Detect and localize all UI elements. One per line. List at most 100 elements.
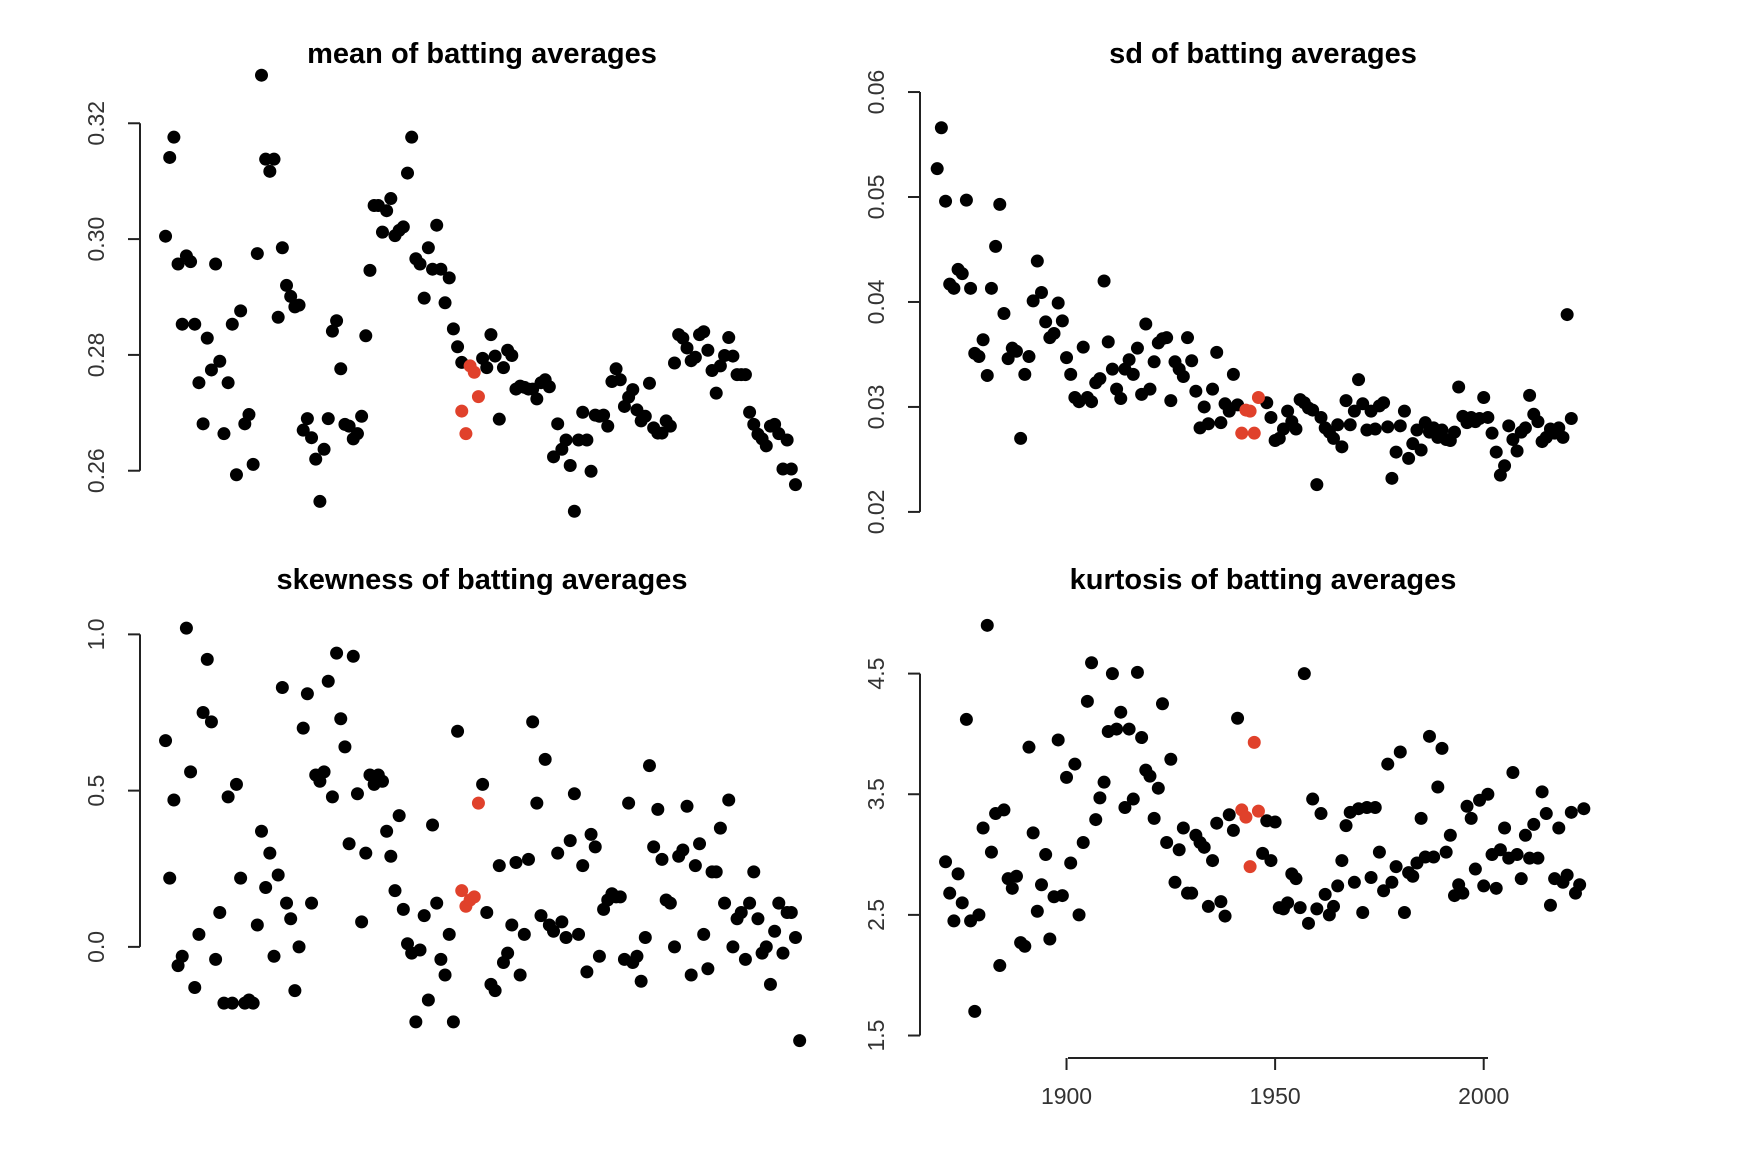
data-point [1093, 791, 1107, 805]
data-point [1043, 932, 1057, 946]
data-point [1214, 895, 1228, 909]
data-point [492, 412, 506, 426]
data-point [1068, 757, 1082, 771]
data-point [784, 462, 798, 476]
y-tick-label: 1.5 [863, 1020, 889, 1052]
data-point [513, 968, 527, 982]
data-point [601, 419, 615, 433]
data-point [1389, 860, 1403, 874]
data-point [338, 740, 352, 754]
data-point [743, 405, 757, 419]
data-point [1026, 826, 1040, 840]
data-point [584, 827, 598, 841]
data-point [559, 931, 573, 944]
data-point [496, 361, 510, 375]
data-point [1335, 854, 1349, 868]
data-point [709, 865, 723, 879]
data-point [317, 442, 331, 456]
data-point [1377, 884, 1391, 898]
panel-mean: mean of batting averages 0.26 0.28 0.30 0.3… [83, 38, 802, 518]
data-point [559, 433, 573, 447]
data-point [726, 349, 740, 363]
chart-title: sd of batting averages [1109, 38, 1417, 70]
data-point [526, 715, 540, 729]
data-point [375, 225, 389, 239]
data-point [1289, 422, 1303, 436]
y-tick-label: 0.02 [863, 490, 889, 535]
data-point [1506, 766, 1520, 780]
data-point [1439, 845, 1453, 859]
data-point [1406, 869, 1420, 883]
data-point [1264, 854, 1278, 868]
data-point [1064, 367, 1078, 381]
y-tick-label: 1.0 [83, 618, 109, 650]
data-point [1327, 899, 1341, 913]
data-point [505, 348, 519, 362]
data-point [1485, 426, 1499, 440]
data-point [676, 331, 690, 345]
data-point [1039, 848, 1053, 862]
data-point [305, 896, 319, 910]
data-point [1009, 869, 1023, 883]
data-point [567, 787, 581, 801]
data-point [947, 914, 961, 928]
data-point [1335, 440, 1349, 454]
data-point [188, 317, 202, 331]
data-point [743, 896, 757, 910]
data-point [355, 409, 369, 423]
data-point [350, 427, 364, 441]
data-point [350, 787, 364, 801]
data-point [555, 915, 569, 929]
data-point [613, 373, 627, 387]
data-point [1201, 899, 1215, 913]
data-point [1468, 862, 1482, 876]
data-point [492, 859, 506, 873]
data-point [1126, 367, 1140, 381]
data-point [321, 674, 335, 688]
data-point [284, 912, 298, 926]
data-point [551, 846, 565, 860]
data-point [1085, 656, 1099, 670]
data-point [993, 959, 1007, 973]
data-point [697, 927, 711, 941]
y-tick-label: 0.06 [863, 70, 889, 115]
data-point [1514, 872, 1528, 886]
data-point [346, 649, 360, 663]
data-point [551, 417, 565, 431]
data-point [563, 459, 577, 473]
data-point [1034, 286, 1048, 300]
data-point [1356, 397, 1370, 411]
highlight-point [1251, 390, 1265, 404]
data-point [934, 121, 948, 135]
data-point [1573, 878, 1587, 892]
data-point [1339, 819, 1353, 833]
data-point [288, 984, 302, 998]
data-point [250, 247, 264, 261]
data-point [321, 412, 335, 426]
data-point [1443, 828, 1457, 842]
data-point [1164, 394, 1178, 408]
data-point [167, 130, 181, 144]
data-point [722, 793, 736, 807]
data-point [1097, 274, 1111, 288]
data-point [1005, 881, 1019, 895]
data-point [1502, 419, 1516, 433]
data-point [438, 968, 452, 982]
data-point [976, 821, 990, 835]
data-point [793, 1034, 807, 1048]
data-point [1301, 916, 1315, 930]
y-tick-label: 0.04 [863, 279, 889, 324]
data-point [1135, 731, 1149, 745]
y-tick-label: 0.0 [83, 931, 109, 963]
data-point [1076, 340, 1090, 354]
data-point [1160, 835, 1174, 849]
data-point [363, 263, 377, 277]
data-point [188, 981, 202, 994]
data-point [280, 896, 294, 910]
data-point [204, 715, 218, 729]
data-point [1552, 821, 1566, 835]
data-point [434, 952, 448, 966]
highlight-point [1239, 810, 1253, 824]
data-point [234, 304, 248, 318]
